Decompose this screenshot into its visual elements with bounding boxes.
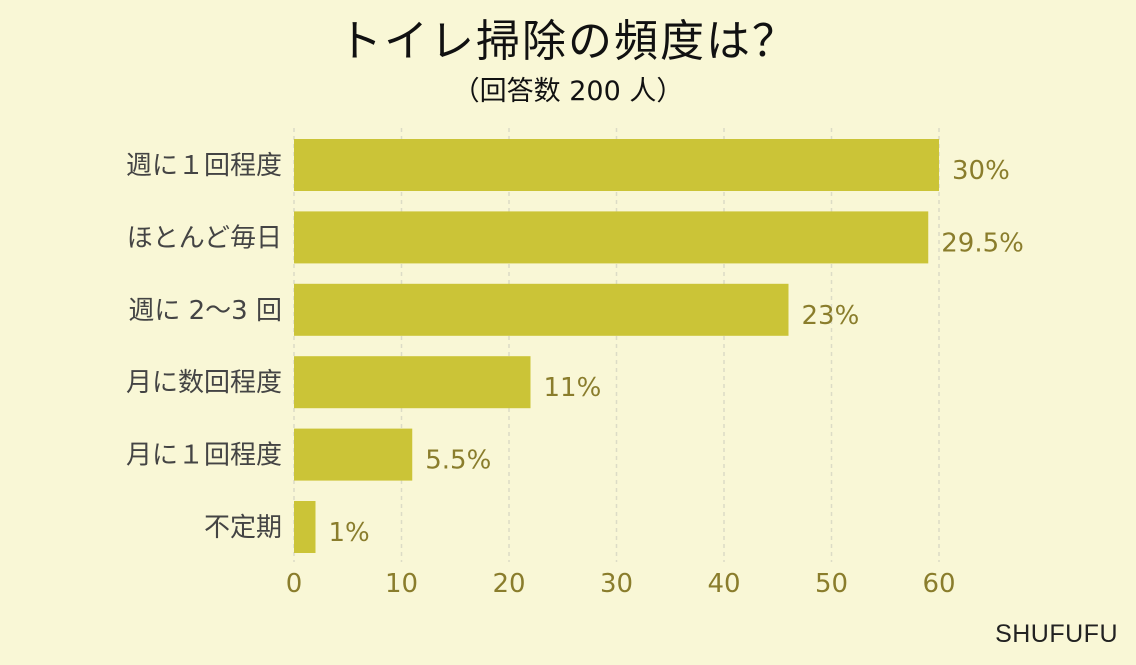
data-label: 23% [802, 301, 860, 331]
data-label: 29.5% [941, 228, 1024, 258]
data-label: 30% [952, 156, 1010, 186]
x-tick-label: 50 [815, 569, 848, 599]
bar [294, 356, 531, 409]
category-label: 月に１回程度 [126, 441, 282, 471]
x-tick-label: 30 [600, 569, 633, 599]
category-label: 不定期 [204, 513, 282, 543]
chart-title: トイレ掃除の頻度は？ [338, 16, 798, 67]
data-label: 1% [329, 518, 370, 548]
x-tick-label: 40 [707, 569, 740, 599]
data-label: 11% [544, 373, 602, 403]
bar [294, 139, 939, 191]
bar [294, 283, 789, 336]
x-tick-label: 20 [492, 569, 525, 599]
x-tick-label: 60 [922, 569, 955, 599]
category-label: 週に１回程度 [126, 151, 282, 181]
category-label: 月に数回程度 [126, 368, 282, 398]
chart-subtitle: （回答数 200 人） [452, 76, 684, 107]
x-tick-label: 10 [385, 569, 418, 599]
category-label: ほとんど毎日 [127, 223, 282, 253]
x-tick-label: 0 [286, 569, 303, 599]
bar [294, 428, 413, 481]
data-label: 5.5% [425, 446, 491, 476]
bar [294, 501, 316, 553]
bar [294, 211, 929, 264]
category-label: 週に 2〜3 回 [128, 296, 282, 326]
brand-watermark: SHUFUFU [995, 620, 1118, 648]
